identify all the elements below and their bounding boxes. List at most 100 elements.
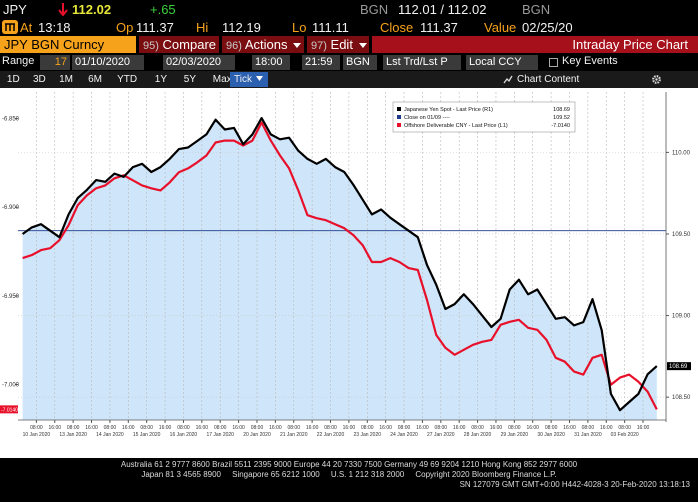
date-label: 14 Jan 2020: [96, 432, 124, 438]
x-tick-label: 08:00: [435, 425, 448, 431]
last-price: 112.02: [72, 2, 112, 17]
series-line: [21, 117, 658, 412]
ticker: JPY: [3, 2, 27, 17]
chart-content-icon: [503, 75, 513, 84]
function-title: Intraday Price Chart: [372, 36, 698, 53]
menu-bar: JPY BGN Curncy 95) Compare 96) Actions 9…: [0, 36, 698, 54]
days-input[interactable]: 17: [40, 55, 70, 70]
legend-swatch: [397, 123, 401, 127]
edit-button[interactable]: 97) Edit: [307, 36, 369, 53]
x-tick-label: 08:00: [67, 425, 80, 431]
x-tick-label: 08:00: [545, 425, 558, 431]
period-button[interactable]: Max: [212, 74, 232, 85]
value: 02/25/20: [522, 20, 573, 35]
x-tick-label: 08:00: [618, 425, 631, 431]
date-label: 22 Jan 2020: [317, 432, 345, 438]
x-tick-label: 08:00: [30, 425, 43, 431]
date-label: 30 Jan 2020: [537, 432, 565, 438]
actions-button[interactable]: 96) Actions: [222, 36, 304, 53]
x-tick-label: 08:00: [214, 425, 227, 431]
y-tick-label: -6.850: [2, 117, 20, 123]
source-input[interactable]: BGN: [343, 55, 377, 70]
chart-content-button[interactable]: Chart Content: [517, 74, 580, 85]
end-time-input[interactable]: 21:59: [302, 55, 340, 70]
period-button[interactable]: 5Y: [183, 74, 197, 85]
y-tick-label: -7.000: [2, 383, 20, 389]
x-tick-label: 16:00: [453, 425, 466, 431]
x-tick-label: 16:00: [122, 425, 135, 431]
period-bar: 1D 3D 1M 6M YTD 1Y 5Y Max Tick Chart Content: [0, 71, 698, 88]
date-label: 15 Jan 2020: [133, 432, 161, 438]
last-value-label: 108.69: [669, 364, 688, 370]
label: At: [20, 20, 33, 35]
x-tick-label: 16:00: [159, 425, 172, 431]
security-field[interactable]: JPY BGN Curncy: [0, 36, 136, 53]
legend-swatch: [397, 107, 401, 111]
x-tick-label: 08:00: [508, 425, 521, 431]
x-tick-label: 16:00: [563, 425, 576, 431]
y-tick-label: -6.950: [2, 294, 20, 300]
label: Value: [484, 20, 517, 35]
x-tick-label: 08:00: [471, 425, 484, 431]
checkbox[interactable]: [549, 58, 558, 67]
stats-bar: At 13:18 Op 111.37 Hi 112.19 Lo 111.11 C…: [0, 18, 698, 36]
date-label: 21 Jan 2020: [280, 432, 308, 438]
x-tick-label: 08:00: [177, 425, 190, 431]
compare-button[interactable]: 95) Compare: [139, 36, 219, 53]
x-tick-label: 08:00: [398, 425, 411, 431]
date-label: 27 Jan 2020: [427, 432, 455, 438]
x-tick-label: 16:00: [526, 425, 539, 431]
period-button[interactable]: 1D: [6, 74, 20, 85]
x-tick-label: 16:00: [269, 425, 282, 431]
chart: -6.850 -6.900 -6.950 -7.000 110.00 109.50 109.…: [0, 88, 698, 458]
start-time-input[interactable]: 18:00: [252, 55, 290, 70]
range-bar: Range 17 01/10/2020 02/03/2020 18:00 21:…: [0, 54, 698, 71]
range-label: Range: [2, 55, 35, 67]
legend-label: Close on 01/09 ----: [404, 115, 450, 121]
button-label: Compare: [162, 37, 216, 52]
value: 13:18: [38, 20, 71, 35]
dropdown-icon: [358, 43, 367, 48]
period-button[interactable]: 1Y: [154, 74, 168, 85]
start-date-input[interactable]: 01/10/2020: [72, 55, 144, 70]
x-tick-label: 16:00: [196, 425, 209, 431]
last-value-tag: [667, 362, 691, 371]
footer-line: Japan 81 3 4565 8900 Singapore 65 6212 1…: [141, 470, 557, 479]
footer: Australia 61 2 9777 8600 Brazil 5511 239…: [0, 458, 698, 502]
source: BGN: [360, 2, 389, 17]
end-date-input[interactable]: 02/03/2020: [163, 55, 235, 70]
button-code: 96): [226, 40, 242, 52]
currency-select[interactable]: Local CCY: [466, 55, 538, 70]
date-label: 13 Jan 2020: [59, 432, 87, 438]
value: 111.11: [312, 20, 349, 35]
date-label: 23 Jan 2020: [354, 432, 382, 438]
period-button[interactable]: 1M: [59, 74, 73, 85]
date-label: 10 Jan 2020: [23, 432, 51, 438]
x-tick-label: 08:00: [287, 425, 300, 431]
y2-tick-label: 109.00: [672, 314, 691, 320]
settings-icon[interactable]: [651, 74, 662, 85]
y2-tick-label: 109.50: [672, 232, 691, 238]
selected-period[interactable]: Tick: [230, 72, 268, 87]
period-button[interactable]: 6M: [88, 74, 102, 85]
price-type-select[interactable]: Lst Trd/Lst P: [383, 55, 461, 70]
button-label: Actions: [244, 37, 288, 52]
last-value-tag: [0, 405, 18, 414]
legend-label: Offshore Deliverable CNY - Last Price (L…: [404, 123, 508, 129]
series-line: [22, 121, 658, 410]
period-button[interactable]: YTD: [117, 74, 138, 85]
date-label: 20 Jan 2020: [243, 432, 271, 438]
x-tick-label: 16:00: [637, 425, 650, 431]
value: 111.37: [420, 20, 458, 35]
footer-line: SN 127079 GMT GMT+0:00 H442-4028-3 20-Fe…: [459, 480, 690, 489]
net-change: +.65: [150, 2, 176, 17]
key-events-label[interactable]: Key Events: [562, 55, 618, 67]
value: 112.19: [222, 20, 261, 35]
date-label: 16 Jan 2020: [170, 432, 198, 438]
x-tick-label: 16:00: [232, 425, 245, 431]
x-tick-label: 08:00: [104, 425, 117, 431]
area-fill: [22, 118, 657, 420]
period-button[interactable]: 3D: [33, 74, 46, 85]
label: Hi: [196, 20, 209, 35]
